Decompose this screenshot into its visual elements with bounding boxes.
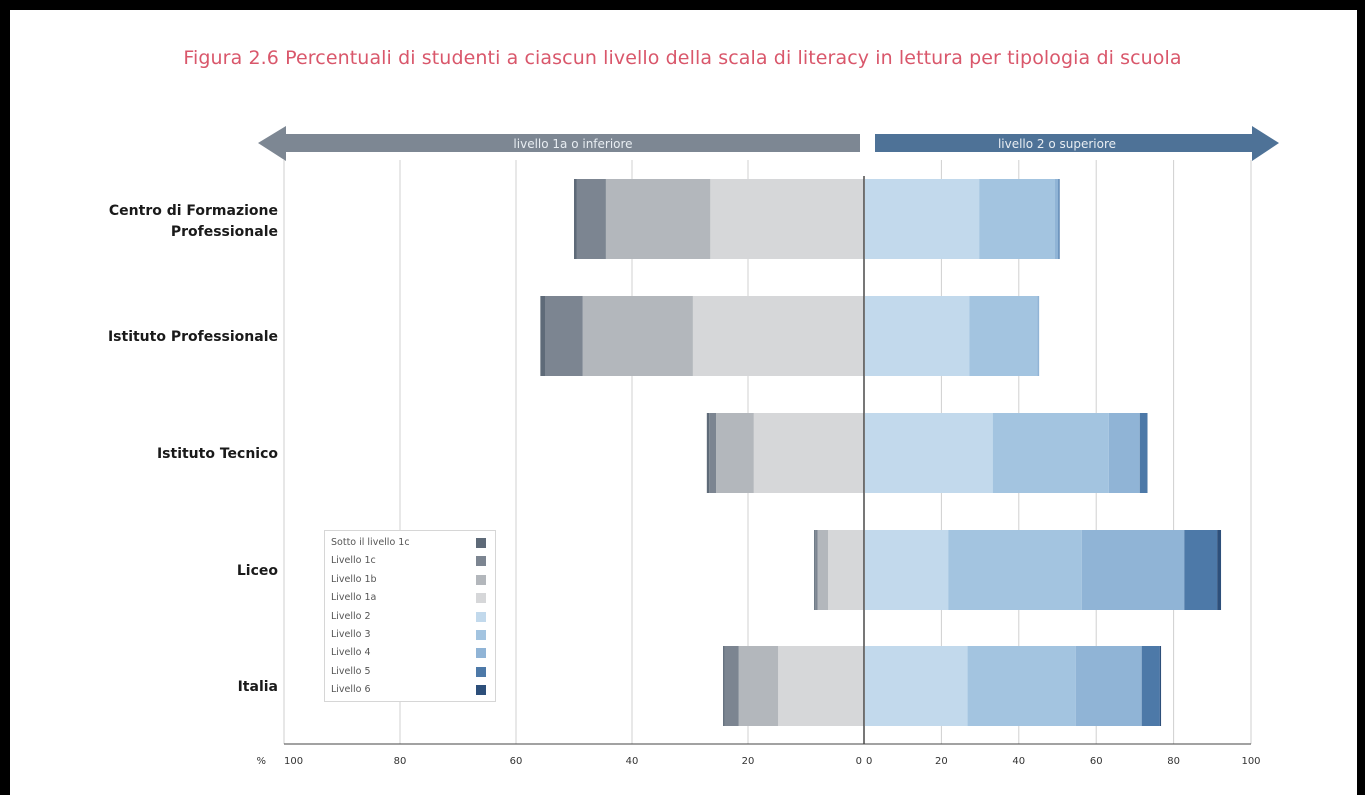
- legend-swatch: [476, 538, 486, 548]
- legend-swatch: [476, 556, 486, 567]
- bar-5-sotto-il-livello-1c: [723, 646, 725, 726]
- tick-right-60: 60: [1090, 756, 1103, 767]
- bar-3-livello-2: [865, 413, 993, 493]
- bars: [540, 176, 1222, 744]
- bar-4-livello-1b: [817, 530, 829, 610]
- legend-item: Livello 3: [331, 627, 491, 645]
- tick-left-60: 60: [510, 756, 523, 767]
- bar-1-livello-1b: [605, 179, 711, 259]
- bar-1-livello-1c: [576, 179, 606, 259]
- legend-swatch: [476, 611, 486, 622]
- bar-5-livello-6: [1159, 646, 1162, 726]
- bar-5-livello-2: [865, 646, 968, 726]
- banner-left-label: livello 1a o inferiore: [513, 137, 632, 151]
- legend-swatch: [476, 574, 486, 585]
- legend: Sotto il livello 1c Livello 1c Livello 1b L…: [324, 530, 496, 702]
- bar-1-livello-1a: [710, 179, 864, 259]
- legend-swatch: [476, 630, 486, 640]
- bar-4-livello-3: [948, 530, 1082, 610]
- bar-3-livello-5: [1139, 413, 1148, 493]
- legend-swatch: [476, 593, 486, 604]
- banners: livello 1a o inferiore livello 2 o super…: [258, 126, 1279, 161]
- axis-unit: %: [256, 756, 266, 767]
- bar-5-livello-4: [1075, 646, 1142, 726]
- legend-item: Livello 4: [331, 645, 491, 663]
- bar-3-livello-4: [1108, 413, 1140, 493]
- legend-label: Livello 5: [331, 665, 371, 677]
- tick-left-0: 0: [856, 756, 862, 767]
- bar-2-livello-4: [1037, 296, 1040, 376]
- bar-4-livello-4: [1081, 530, 1185, 610]
- legend-label: Livello 1a: [331, 592, 377, 604]
- bar-4-livello-5: [1184, 530, 1218, 610]
- bar-3-livello-1c: [709, 413, 717, 493]
- banner-right-label: livello 2 o superiore: [998, 137, 1116, 151]
- category-label-1: Centro di Formazione Professionale: [109, 203, 278, 240]
- tick-left-40: 40: [626, 756, 639, 767]
- legend-label: Livello 3: [331, 629, 371, 640]
- tick-right-0: 0: [866, 756, 872, 767]
- tick-right-40: 40: [1012, 756, 1025, 767]
- bar-5-livello-5: [1141, 646, 1160, 726]
- legend-item: Livello 2: [331, 609, 491, 627]
- bar-5-livello-1c: [724, 646, 739, 726]
- legend-label: Livello 1c: [331, 555, 376, 567]
- bar-5-livello-1a: [778, 646, 864, 726]
- bar-1-livello-3: [979, 179, 1055, 259]
- bar-3-sotto-il-livello-1c: [706, 413, 710, 493]
- legend-label: Livello 2: [331, 610, 371, 622]
- bar-2-livello-2: [865, 296, 970, 376]
- bar-4-sotto-il-livello-1c: [814, 530, 816, 610]
- tick-right-80: 80: [1167, 756, 1180, 767]
- bar-2-livello-3: [969, 296, 1038, 376]
- bar-2-livello-1a: [692, 296, 864, 376]
- chart-title: Figura 2.6 Percentuali di studenti a cia…: [183, 47, 1182, 69]
- banner-right-arrow: [875, 126, 1279, 161]
- category-labels: Centro di Formazione Professionale Istitut…: [108, 203, 278, 695]
- legend-item: Livello 6: [331, 682, 491, 700]
- bar-5-livello-3: [967, 646, 1076, 726]
- tick-left-100: 100: [284, 756, 303, 767]
- bar-4-livello-1c: [815, 530, 818, 610]
- bar-2-livello-1c: [545, 296, 583, 376]
- bar-3-livello-1a: [753, 413, 864, 493]
- legend-swatch: [476, 685, 486, 696]
- legend-item: Livello 5: [331, 664, 491, 682]
- legend-swatch: [476, 666, 486, 677]
- category-label-4: Liceo: [237, 563, 279, 579]
- bar-4-livello-1a: [828, 530, 864, 610]
- tick-left-80: 80: [394, 756, 407, 767]
- bar-5-livello-1b: [738, 646, 779, 726]
- tick-right-20: 20: [935, 756, 948, 767]
- category-label-5: Italia: [238, 679, 278, 695]
- tick-left-20: 20: [742, 756, 755, 767]
- bar-1-livello-4: [1054, 179, 1059, 259]
- legend-item: Livello 1b: [331, 572, 491, 590]
- category-label-2: Istituto Professionale: [108, 329, 278, 345]
- x-axis: % 100 80 60 40 20 0 0 20 40 60 80 100: [256, 743, 1261, 767]
- legend-item: Livello 1c: [331, 553, 491, 571]
- legend-item: Livello 1a: [331, 590, 491, 608]
- legend-swatch: [476, 648, 486, 659]
- bar-3-livello-1b: [716, 413, 754, 493]
- legend-item: Sotto il livello 1c: [331, 535, 491, 553]
- bar-1-sotto-il-livello-1c: [574, 179, 577, 259]
- bar-2-sotto-il-livello-1c: [540, 296, 545, 376]
- banner-left-arrow: [258, 126, 860, 161]
- bar-4-livello-6: [1217, 530, 1222, 610]
- legend-label: Livello 4: [331, 647, 371, 659]
- bar-3-livello-3: [992, 413, 1109, 493]
- legend-label: Livello 1b: [331, 573, 377, 585]
- category-label-3: Istituto Tecnico: [157, 446, 278, 462]
- bar-1-livello-5: [1058, 179, 1060, 259]
- legend-label: Sotto il livello 1c: [331, 537, 410, 548]
- bar-2-livello-1b: [582, 296, 693, 376]
- tick-right-100: 100: [1241, 756, 1260, 767]
- bar-4-livello-2: [865, 530, 949, 610]
- legend-label: Livello 6: [331, 684, 371, 696]
- bar-1-livello-2: [865, 179, 980, 259]
